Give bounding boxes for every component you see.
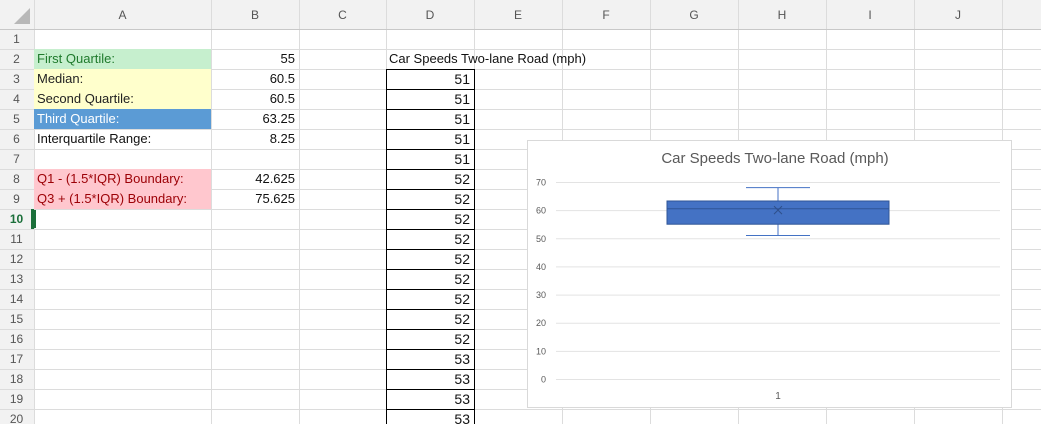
stat-label-cell[interactable]: Median:: [34, 69, 211, 89]
speed-cell[interactable]: 52: [454, 251, 470, 267]
row-header-2[interactable]: 2: [13, 52, 20, 66]
row-header-14[interactable]: 14: [9, 292, 24, 306]
row-header-16[interactable]: 16: [9, 332, 24, 346]
speed-cell[interactable]: 51: [454, 71, 470, 87]
row-header-15[interactable]: 15: [9, 312, 24, 326]
speed-cell[interactable]: 52: [454, 171, 470, 187]
row-header-5[interactable]: 5: [13, 112, 20, 126]
column-header-e[interactable]: E: [513, 8, 522, 22]
speed-cell[interactable]: 52: [454, 311, 470, 327]
y-tick-label: 0: [541, 375, 546, 385]
y-tick-label: 40: [536, 262, 546, 272]
stat-value-cell[interactable]: 63.25: [262, 111, 295, 126]
stat-value-cell[interactable]: 55: [280, 51, 295, 66]
speed-cell[interactable]: 52: [454, 231, 470, 247]
row-header-6[interactable]: 6: [13, 132, 20, 146]
speed-cell[interactable]: 52: [454, 191, 470, 207]
column-header-b[interactable]: B: [250, 8, 259, 22]
boundary-value-cell[interactable]: 75.625: [255, 191, 295, 206]
row-header-8[interactable]: 8: [13, 172, 20, 186]
row-header-9[interactable]: 9: [13, 192, 20, 206]
row-header-4[interactable]: 4: [13, 92, 20, 106]
y-tick-label: 50: [536, 234, 546, 244]
column-header-bar: [0, 0, 1041, 29]
speed-cell[interactable]: 51: [454, 91, 470, 107]
column-header-g[interactable]: G: [689, 8, 699, 22]
stat-label-cell[interactable]: Second Quartile:: [34, 89, 211, 109]
speed-cell[interactable]: 51: [454, 131, 470, 147]
speed-cell[interactable]: 52: [454, 211, 470, 227]
y-tick-label: 30: [536, 290, 546, 300]
column-header-h[interactable]: H: [777, 8, 787, 22]
row-header-19[interactable]: 19: [9, 392, 24, 406]
row-header-18[interactable]: 18: [9, 372, 24, 386]
box-q1-q3: [666, 200, 890, 225]
stat-value-cell[interactable]: 60.5: [269, 71, 295, 86]
row-header-17[interactable]: 17: [9, 352, 24, 366]
boundary-label-cell[interactable]: Q3 + (1.5*IQR) Boundary:: [34, 189, 211, 209]
speed-cell[interactable]: 53: [454, 411, 470, 424]
row-header-11[interactable]: 11: [10, 232, 23, 246]
y-tick-label: 70: [536, 178, 546, 188]
speed-cell[interactable]: 53: [454, 351, 470, 367]
x-tick-label: 1: [775, 391, 781, 402]
row-header-7[interactable]: 7: [13, 152, 20, 166]
row-header-12[interactable]: 12: [9, 252, 24, 266]
column-header-a[interactable]: A: [118, 8, 127, 22]
speed-cell[interactable]: 53: [454, 371, 470, 387]
stat-label-cell[interactable]: First Quartile:: [34, 49, 211, 69]
speed-cell[interactable]: 51: [454, 111, 470, 127]
column-header-j[interactable]: J: [955, 8, 961, 22]
column-header-d[interactable]: D: [425, 8, 435, 22]
mean-marker: [773, 205, 783, 215]
y-tick-label: 20: [536, 318, 546, 328]
column-header-c[interactable]: C: [338, 8, 347, 22]
row-header-3[interactable]: 3: [13, 72, 20, 86]
column-header-f[interactable]: F: [602, 8, 610, 22]
stat-value-cell[interactable]: 60.5: [269, 91, 295, 106]
speed-cell[interactable]: 52: [454, 271, 470, 287]
chart-title: Car Speeds Two-lane Road (mph): [661, 150, 888, 167]
boundary-label-cell[interactable]: Q1 - (1.5*IQR) Boundary:: [34, 169, 211, 189]
speed-cell[interactable]: 52: [454, 331, 470, 347]
boundary-value-cell[interactable]: 42.625: [255, 171, 295, 186]
stat-label-cell[interactable]: Third Quartile:: [34, 109, 211, 129]
column-header-i[interactable]: I: [868, 8, 872, 22]
row-header-20[interactable]: 20: [9, 412, 24, 424]
speed-cell[interactable]: 51: [454, 151, 470, 167]
stat-label-cell[interactable]: Interquartile Range:: [37, 131, 152, 146]
y-tick-label: 10: [536, 346, 546, 356]
stat-value-cell[interactable]: 8.25: [269, 131, 295, 146]
row-header-13[interactable]: 13: [9, 272, 24, 286]
row-header-10[interactable]: 10: [9, 212, 24, 226]
y-tick-label: 60: [536, 206, 546, 216]
row-header-bar: [0, 0, 34, 424]
speed-cell[interactable]: 52: [454, 291, 470, 307]
speeds-title-cell[interactable]: Car Speeds Two-lane Road (mph): [389, 51, 587, 66]
select-all-icon: [14, 8, 30, 24]
chart-frame: [527, 140, 1012, 408]
speed-cell[interactable]: 53: [454, 391, 470, 407]
row-header-1[interactable]: 1: [13, 32, 20, 46]
